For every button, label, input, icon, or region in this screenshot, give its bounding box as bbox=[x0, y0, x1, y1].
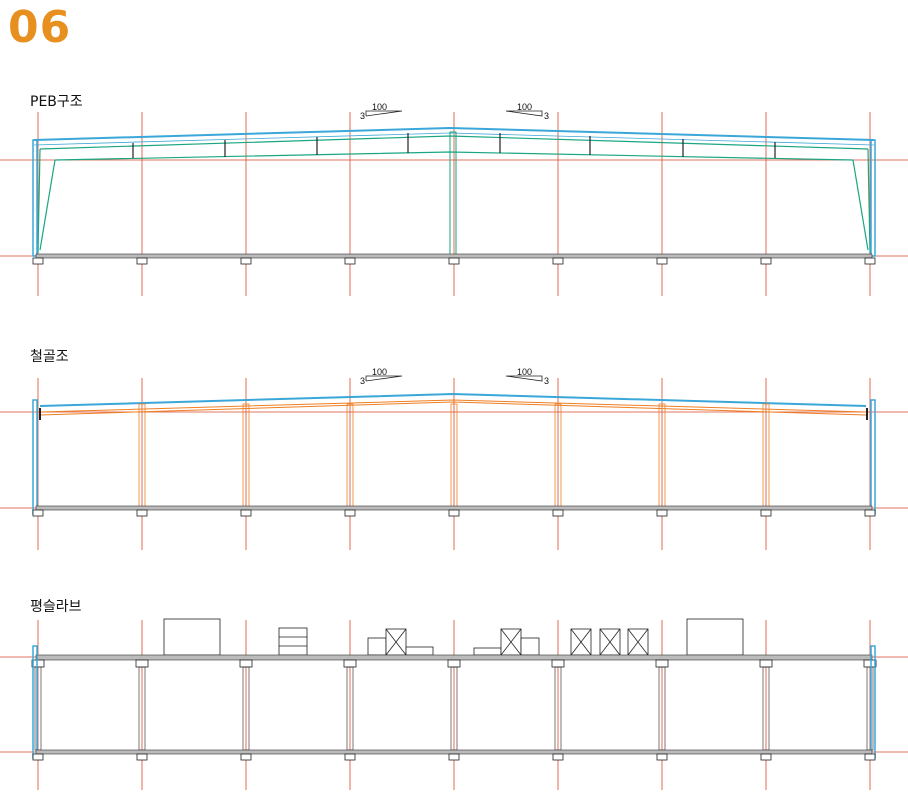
svg-text:3: 3 bbox=[544, 111, 549, 121]
footing bbox=[32, 257, 44, 265]
footing bbox=[448, 257, 460, 265]
column-capital bbox=[239, 659, 253, 668]
column-capital bbox=[31, 659, 45, 668]
svg-text:100: 100 bbox=[517, 367, 532, 377]
slope-mark-left: 3 100 bbox=[360, 367, 403, 386]
footing bbox=[344, 257, 356, 265]
footing bbox=[240, 753, 252, 761]
floor-slab bbox=[35, 505, 873, 511]
edge-columns bbox=[32, 131, 876, 257]
svg-text:3: 3 bbox=[360, 376, 365, 386]
svg-text:100: 100 bbox=[517, 102, 532, 112]
roof-truss bbox=[39, 392, 867, 416]
svg-text:3: 3 bbox=[360, 111, 365, 121]
slope-mark-right: 3 100 bbox=[505, 367, 549, 386]
footing bbox=[760, 257, 772, 265]
footing bbox=[240, 509, 252, 517]
column-capital bbox=[655, 659, 669, 668]
floor-slab bbox=[35, 749, 873, 755]
footing bbox=[344, 753, 356, 761]
steel-frame-section-drawing: 3 100 3 100 bbox=[0, 367, 908, 550]
flat-slab-section-drawing bbox=[0, 618, 908, 790]
peb-section-drawing: 3 100 3 100 bbox=[0, 102, 908, 296]
footing bbox=[656, 257, 668, 265]
floor-slab bbox=[35, 253, 873, 259]
footing bbox=[344, 509, 356, 517]
column-capital bbox=[447, 659, 461, 668]
footing bbox=[240, 257, 252, 265]
footing bbox=[864, 257, 876, 265]
footing bbox=[760, 509, 772, 517]
footing bbox=[32, 753, 44, 761]
column-capital bbox=[551, 659, 565, 668]
roof-braces bbox=[132, 133, 776, 158]
footing bbox=[448, 753, 460, 761]
footing bbox=[448, 509, 460, 517]
footing bbox=[552, 753, 564, 761]
section-title-peb: PEB구조 bbox=[30, 94, 83, 110]
page-number: 06 bbox=[8, 2, 72, 53]
roof-slab bbox=[35, 654, 873, 661]
section-title-steel-frame: 철골조 bbox=[30, 349, 69, 365]
section-title-flat-slab: 평슬라브 bbox=[30, 599, 82, 615]
rooftop-equipment bbox=[163, 618, 744, 656]
footing bbox=[656, 509, 668, 517]
footing bbox=[136, 509, 148, 517]
footing bbox=[656, 753, 668, 761]
column-capital bbox=[135, 659, 149, 668]
svg-text:100: 100 bbox=[372, 367, 387, 377]
column-capital bbox=[759, 659, 773, 668]
footing bbox=[552, 509, 564, 517]
slope-mark-left: 3 100 bbox=[360, 102, 403, 121]
footing bbox=[136, 753, 148, 761]
svg-text:100: 100 bbox=[372, 102, 387, 112]
svg-text:3: 3 bbox=[544, 376, 549, 386]
footing bbox=[136, 257, 148, 265]
column-capital bbox=[863, 659, 877, 668]
footing bbox=[864, 753, 876, 761]
slope-mark-right: 3 100 bbox=[505, 102, 549, 121]
footing bbox=[864, 509, 876, 517]
footing bbox=[552, 257, 564, 265]
footing bbox=[32, 509, 44, 517]
column-capital bbox=[343, 659, 357, 668]
footing bbox=[760, 753, 772, 761]
